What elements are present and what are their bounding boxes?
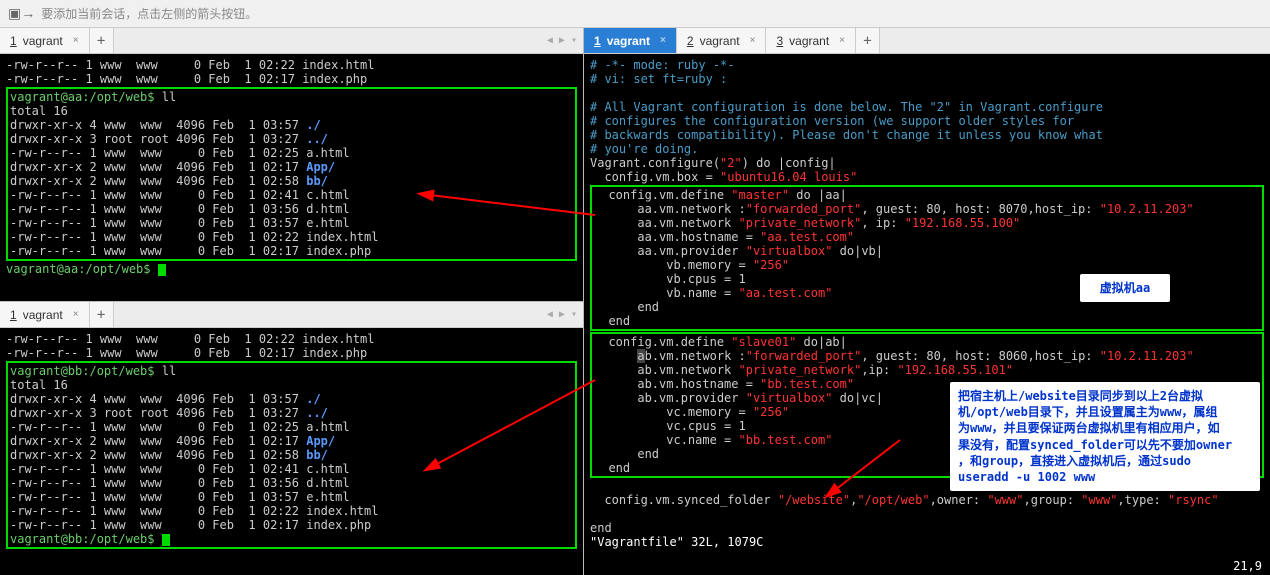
right-column: 1 vagrant × 2 vagrant × 3 vagrant × + # -*- mode:… (584, 28, 1270, 575)
hint-text: 要添加当前会话，点击左侧的箭头按钮。 (41, 5, 257, 22)
add-tab-button[interactable]: + (856, 28, 880, 53)
tab-tl-1[interactable]: 1 vagrant × (0, 28, 90, 53)
tab-bl-1[interactable]: 1 vagrant × (0, 302, 90, 327)
terminal-bb[interactable]: -rw-r--r-- 1 www www 0 Feb 1 02:22 index… (0, 328, 583, 575)
pane-bottom-left: 1 vagrant × + ◀ ▶ ▾ -rw-r--r-- 1 www www… (0, 302, 583, 575)
tab-nav: ◀ ▶ ▾ (541, 302, 583, 327)
tab-num: 1 (594, 34, 601, 48)
label-vm-slave: 把宿主机上/website目录同步到以上2台虚拟 机/opt/web目录下，并且… (950, 382, 1260, 491)
main-split: 1 vagrant × + ◀ ▶ ▾ -rw-r--r-- 1 www www… (0, 28, 1270, 575)
close-icon[interactable]: × (660, 35, 666, 46)
tab-right-3[interactable]: 3 vagrant × (766, 28, 856, 53)
tab-right-2[interactable]: 2 vagrant × (677, 28, 767, 53)
tab-label: vagrant (789, 34, 829, 48)
hint-bar: ▣→ 要添加当前会话，点击左侧的箭头按钮。 (0, 0, 1270, 28)
add-tab-button[interactable]: + (90, 28, 114, 53)
label-vm-master: 虚拟机aa (1080, 274, 1170, 302)
tab-label: vagrant (23, 34, 63, 48)
tab-num: 2 (687, 34, 694, 48)
cursor (158, 264, 166, 276)
close-icon[interactable]: × (73, 35, 79, 46)
tab-num: 1 (10, 34, 17, 48)
tab-label: vagrant (23, 308, 63, 322)
tab-right-1[interactable]: 1 vagrant × (584, 28, 677, 53)
add-session-icon: ▣→ (8, 5, 35, 22)
cursor (162, 534, 170, 546)
tab-num: 1 (10, 308, 17, 322)
left-column: 1 vagrant × + ◀ ▶ ▾ -rw-r--r-- 1 www www… (0, 28, 584, 575)
cursor-position: 21,9 (1233, 559, 1262, 573)
close-icon[interactable]: × (73, 309, 79, 320)
tab-row-tl: 1 vagrant × + ◀ ▶ ▾ (0, 28, 583, 54)
tab-row-right: 1 vagrant × 2 vagrant × 3 vagrant × + (584, 28, 1270, 54)
add-tab-button[interactable]: + (90, 302, 114, 327)
tab-nav: ◀ ▶ ▾ (541, 28, 583, 53)
tab-num: 3 (776, 34, 783, 48)
pane-top-left: 1 vagrant × + ◀ ▶ ▾ -rw-r--r-- 1 www www… (0, 28, 583, 302)
close-icon[interactable]: × (750, 35, 756, 46)
tab-row-bl: 1 vagrant × + ◀ ▶ ▾ (0, 302, 583, 328)
terminal-aa[interactable]: -rw-r--r-- 1 www www 0 Feb 1 02:22 index… (0, 54, 583, 301)
tab-label: vagrant (607, 34, 650, 48)
tab-label: vagrant (700, 34, 740, 48)
close-icon[interactable]: × (839, 35, 845, 46)
terminal-vagrantfile[interactable]: # -*- mode: ruby -*- # vi: set ft=ruby :… (584, 54, 1270, 575)
